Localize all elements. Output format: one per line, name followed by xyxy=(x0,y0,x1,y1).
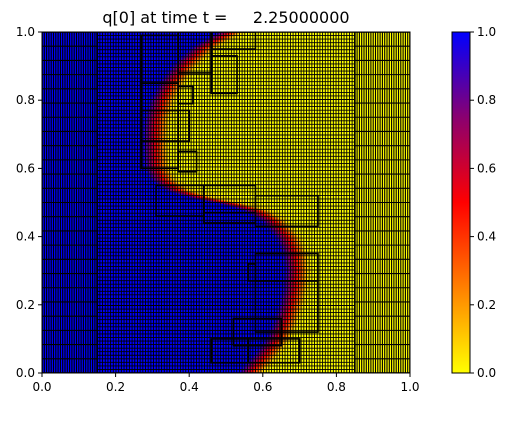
colorbar-tick-label: 0.6 xyxy=(477,161,496,175)
amr-patch xyxy=(254,280,319,333)
y-axis: 0.0 0.2 0.4 0.6 0.8 1.0 xyxy=(16,25,42,380)
amr-patch-border xyxy=(177,150,198,173)
amr-patch-border xyxy=(210,55,238,95)
amr-patch-border xyxy=(247,263,257,282)
x-tick-label: 0.8 xyxy=(327,380,346,394)
amr-patch xyxy=(247,263,257,282)
x-tick-label: 0.2 xyxy=(106,380,125,394)
colorbar-tick-label: 0.4 xyxy=(477,230,496,244)
amr-patch xyxy=(210,55,238,95)
plot-frame xyxy=(41,31,411,374)
y-tick-label: 0.4 xyxy=(16,230,35,244)
amr-patch-border xyxy=(177,109,191,142)
colorbar-axis: 0.0 0.2 0.4 0.6 0.8 1.0 xyxy=(470,25,496,380)
x-axis: 0.0 0.2 0.4 0.6 0.8 1.0 xyxy=(32,373,420,394)
colorbar-tick-label: 0.0 xyxy=(477,366,496,380)
amr-grid-lines xyxy=(354,32,410,373)
amr-patch xyxy=(177,150,198,173)
amr-patch-border xyxy=(254,194,319,228)
amr-grid-lines xyxy=(42,32,98,373)
y-tick-label: 0.2 xyxy=(16,298,35,312)
amr-patch xyxy=(254,194,319,228)
y-tick-label: 1.0 xyxy=(16,25,35,39)
amr-patch-border xyxy=(96,32,356,373)
amr-patch xyxy=(210,32,257,50)
amr-patch-border xyxy=(254,280,319,333)
amr-patch-border xyxy=(247,338,301,364)
plot-area xyxy=(42,32,410,373)
amr-patch-border xyxy=(177,85,194,105)
amr-patch xyxy=(177,85,194,105)
amr-patch-border xyxy=(177,32,213,74)
amr-patch xyxy=(177,32,213,74)
x-tick-label: 0.0 xyxy=(32,380,51,394)
y-tick-label: 0.0 xyxy=(16,366,35,380)
amr-patch xyxy=(247,338,301,364)
colorbar-tick-label: 0.2 xyxy=(477,298,496,312)
amr-patch-border xyxy=(210,32,257,50)
amr-patch-border xyxy=(232,317,283,347)
x-tick-label: 1.0 xyxy=(400,380,419,394)
y-tick-label: 0.8 xyxy=(16,93,35,107)
colorbar xyxy=(451,31,471,374)
x-tick-label: 0.6 xyxy=(253,380,272,394)
colorbar-tick-label: 0.8 xyxy=(477,93,496,107)
x-tick-label: 0.4 xyxy=(180,380,199,394)
colorbar-tick-label: 1.0 xyxy=(477,25,496,39)
chart-title: q[0] at time t = 2.25000000 xyxy=(102,8,349,27)
amr-patch xyxy=(232,317,283,347)
y-tick-label: 0.6 xyxy=(16,161,35,175)
amr-patch xyxy=(177,109,191,142)
